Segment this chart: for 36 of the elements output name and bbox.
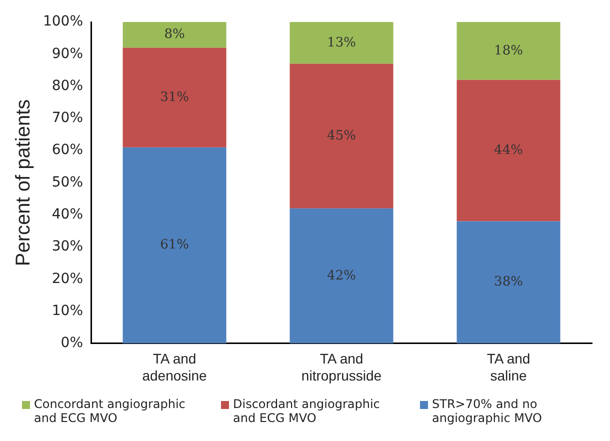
legend-label: STR>70% and no angiographic MVO [432, 397, 543, 425]
bar [456, 80, 560, 222]
y-tick-label: 100% [42, 14, 84, 30]
bar [456, 22, 560, 80]
legend-label: Concordant angiographic and ECG MVO [34, 397, 186, 425]
data-label: 38% [494, 274, 523, 290]
y-tick-label: 70% [52, 110, 84, 126]
data-label: 61% [160, 238, 189, 253]
y-tick-label: 60% [52, 142, 84, 158]
y-tick-label: 30% [52, 238, 84, 255]
y-tick-label: 0% [60, 335, 84, 352]
x-tick-label: TA and adenosine [142, 350, 208, 384]
data-label: 13% [327, 35, 356, 50]
data-label: 31% [160, 90, 189, 105]
y-tick-label: 90% [52, 46, 84, 62]
x-tick-label: TA and nitroprusside [301, 350, 382, 384]
bar [290, 64, 394, 208]
data-label: 44% [494, 142, 523, 158]
bar [122, 147, 226, 344]
bar [122, 22, 226, 48]
bar [456, 221, 560, 344]
x-tick-label: TA and saline [486, 350, 530, 384]
y-tick-label: 20% [52, 270, 84, 287]
bar [290, 208, 394, 344]
legend-label: Discordant angiographic and ECG MVO [233, 397, 381, 425]
bar [290, 22, 394, 64]
data-label: 8% [164, 27, 185, 42]
data-label: 42% [327, 268, 356, 284]
data-label: 18% [494, 43, 523, 58]
y-tick-label: 50% [52, 174, 84, 190]
data-label: 45% [327, 128, 356, 144]
y-tick-label: 10% [52, 302, 84, 319]
bar [122, 48, 226, 148]
y-tick-label: 80% [52, 78, 84, 94]
y-tick-label: 40% [52, 206, 84, 222]
y-axis-title: Percent of patients [12, 99, 35, 266]
